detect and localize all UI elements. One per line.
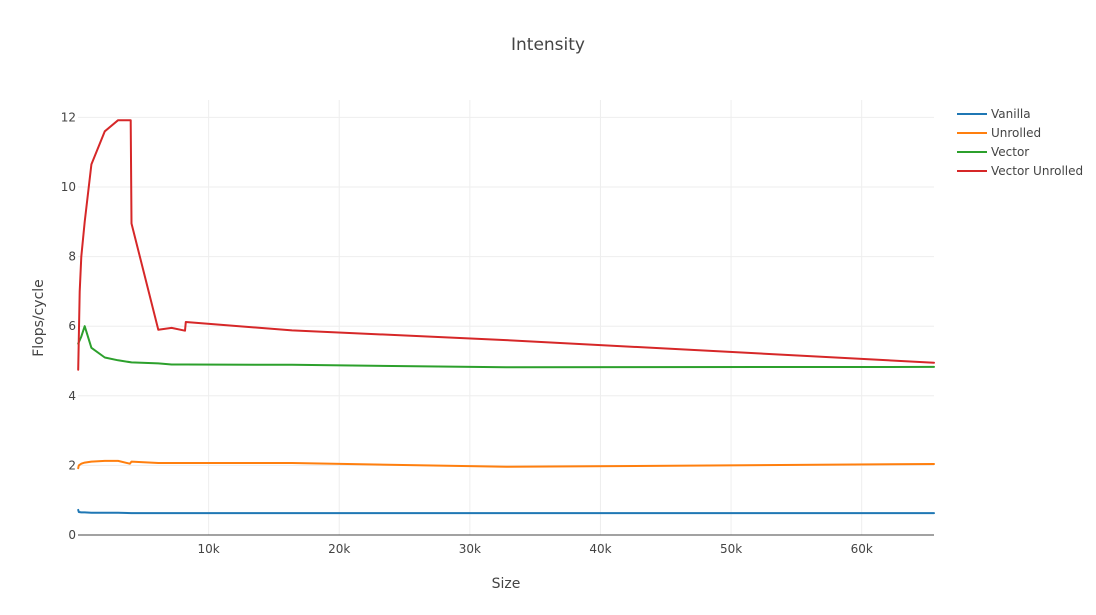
x-tick-label: 40k [589,542,611,556]
y-tick-label: 2 [68,458,76,472]
y-tick-label: 4 [68,389,76,403]
legend-label: Unrolled [991,126,1041,140]
x-tick-label: 50k [720,542,742,556]
legend-item[interactable]: Vanilla [957,107,1031,121]
legend: Vanilla Unrolled Vector Vector Unrolled [957,107,1083,178]
series-layer [77,119,935,515]
series-line-vector-unrolled [77,119,935,371]
y-tick-label: 0 [68,528,76,542]
x-tick-label: 20k [328,542,350,556]
y-tick-label: 10 [61,180,76,194]
y-tick-label: 8 [68,250,76,264]
y-grid-lines [78,116,934,466]
series-line-vanilla [77,508,935,515]
y-tick-labels: 0 2 4 6 8 10 12 [61,110,76,542]
x-tick-labels: 10k 20k 30k 40k 50k 60k [198,542,873,556]
series-line-unrolled [77,459,935,470]
y-tick-label: 12 [61,110,76,124]
legend-item[interactable]: Vector [957,145,1029,159]
x-tick-label: 30k [459,542,481,556]
y-tick-label: 6 [68,319,76,333]
legend-item[interactable]: Unrolled [957,126,1041,140]
series-line-vector [77,325,935,369]
x-tick-label: 60k [851,542,873,556]
x-grid-lines [208,100,863,535]
legend-item[interactable]: Vector Unrolled [957,164,1083,178]
x-axis-title: Size [492,576,521,592]
legend-label: Vector Unrolled [991,164,1083,178]
legend-label: Vanilla [991,107,1031,121]
x-tick-label: 10k [198,542,220,556]
chart-title: Intensity [511,35,585,55]
y-axis-title: Flops/cycle [31,279,47,357]
legend-label: Vector [991,145,1029,159]
